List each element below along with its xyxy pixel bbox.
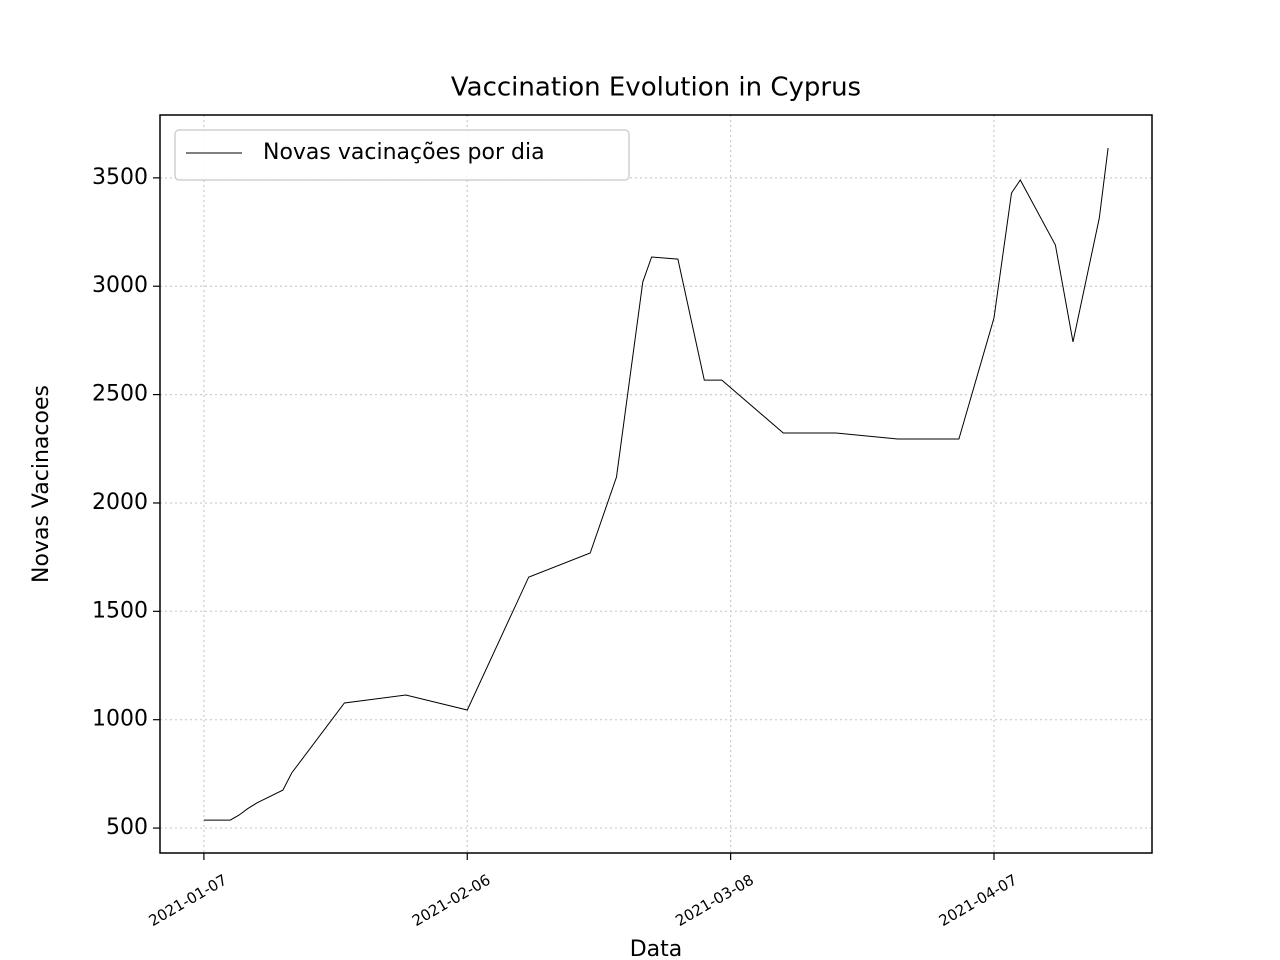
y-tick-label: 3500 — [92, 165, 148, 190]
y-tick-label: 500 — [106, 815, 148, 840]
plot-frame — [159, 114, 1153, 854]
legend-box — [174, 129, 630, 181]
y-tick-label: 2500 — [92, 382, 148, 407]
legend-label: Novas vacinações por dia — [263, 140, 545, 165]
chart-title: Vaccination Evolution in Cyprus — [451, 73, 861, 103]
y-tick-label: 2000 — [92, 490, 148, 515]
data-line — [203, 147, 1109, 821]
y-axis-label: Novas Vacinacoes — [29, 385, 54, 583]
y-tick-label: 3000 — [92, 273, 148, 298]
y-tick-label: 1000 — [92, 707, 148, 732]
y-tick-label: 1500 — [92, 598, 148, 623]
x-axis-label: Data — [630, 937, 683, 960]
